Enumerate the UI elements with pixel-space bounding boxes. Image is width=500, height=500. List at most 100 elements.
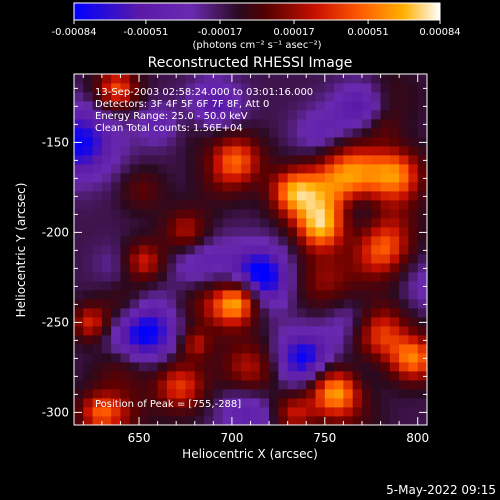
heatmap-cell bbox=[389, 308, 400, 318]
heatmap-cell bbox=[278, 209, 289, 219]
heatmap-cell bbox=[231, 398, 242, 408]
heatmap-cell bbox=[250, 335, 261, 345]
heatmap-cell bbox=[278, 398, 289, 408]
heatmap-cell bbox=[259, 371, 270, 381]
heatmap-cell bbox=[213, 191, 224, 201]
heatmap-cell bbox=[408, 245, 419, 255]
heatmap-cell bbox=[185, 281, 196, 291]
heatmap-cell bbox=[83, 155, 93, 165]
heatmap-cell bbox=[371, 164, 381, 174]
heatmap-cell bbox=[380, 83, 391, 93]
heatmap-cell bbox=[74, 191, 84, 201]
heatmap-cell bbox=[213, 308, 224, 318]
heatmap-cell bbox=[74, 362, 84, 372]
heatmap-cell bbox=[148, 353, 159, 363]
heatmap-cell bbox=[306, 83, 316, 93]
heatmap-cell bbox=[315, 119, 326, 129]
heatmap-cell bbox=[83, 389, 93, 399]
heatmap-cell bbox=[380, 272, 391, 282]
heatmap-cell bbox=[315, 227, 326, 237]
heatmap-cell bbox=[101, 200, 112, 210]
heatmap-cell bbox=[148, 371, 159, 381]
heatmap-cell bbox=[139, 281, 149, 291]
heatmap-cell bbox=[194, 92, 205, 102]
heatmap-cell bbox=[157, 173, 168, 183]
heatmap-cell bbox=[417, 344, 428, 354]
heatmap-cell bbox=[166, 173, 177, 183]
heatmap-cell bbox=[324, 146, 335, 156]
heatmap-cell bbox=[129, 344, 140, 354]
heatmap-cell bbox=[269, 272, 279, 282]
heatmap-cell bbox=[222, 362, 233, 372]
heatmap-cell bbox=[306, 128, 316, 138]
heatmap-cell bbox=[287, 236, 298, 246]
heatmap-cell bbox=[259, 83, 270, 93]
heatmap-cell bbox=[380, 173, 391, 183]
heatmap-cell bbox=[417, 272, 428, 282]
heatmap-cell bbox=[120, 191, 131, 201]
heatmap-cell bbox=[101, 398, 112, 408]
heatmap-cell bbox=[92, 308, 103, 318]
heatmap-cell bbox=[417, 218, 428, 228]
heatmap-cell bbox=[101, 164, 112, 174]
heatmap-cell bbox=[83, 281, 93, 291]
heatmap-cell bbox=[157, 119, 168, 129]
heatmap-cell bbox=[194, 110, 205, 120]
heatmap-cell bbox=[315, 263, 326, 273]
heatmap-cell bbox=[92, 182, 103, 192]
heatmap-cell bbox=[129, 299, 140, 309]
heatmap-cell bbox=[185, 218, 196, 228]
heatmap-cell bbox=[287, 254, 298, 264]
heatmap-cell bbox=[250, 236, 261, 246]
heatmap-cell bbox=[417, 299, 428, 309]
heatmap-cell bbox=[129, 200, 140, 210]
heatmap-cell bbox=[287, 191, 298, 201]
heatmap-cell bbox=[176, 308, 186, 318]
heatmap-cell bbox=[417, 92, 428, 102]
heatmap-cell bbox=[334, 128, 344, 138]
heatmap-cell bbox=[139, 335, 149, 345]
heatmap-cell bbox=[315, 371, 326, 381]
heatmap-cell bbox=[306, 110, 316, 120]
heatmap-cell bbox=[101, 137, 112, 147]
heatmap-cell bbox=[296, 146, 307, 156]
heatmap-cell bbox=[111, 362, 121, 372]
heatmap-cell bbox=[259, 164, 270, 174]
heatmap-cell bbox=[157, 407, 168, 417]
heatmap-cell bbox=[120, 74, 131, 84]
heatmap-cell bbox=[315, 362, 326, 372]
heatmap-cell bbox=[92, 236, 103, 246]
heatmap-cell bbox=[74, 227, 84, 237]
heatmap-cell bbox=[194, 380, 205, 390]
heatmap-cell bbox=[139, 308, 149, 318]
heatmap-cell bbox=[389, 272, 400, 282]
heatmap-cell bbox=[241, 164, 251, 174]
heatmap-cell bbox=[231, 407, 242, 417]
heatmap-cell bbox=[185, 263, 196, 273]
heatmap-cell bbox=[101, 263, 112, 273]
heatmap-cell bbox=[83, 380, 93, 390]
heatmap-cell bbox=[222, 101, 233, 111]
heatmap-cell bbox=[148, 227, 159, 237]
heatmap-cell bbox=[185, 254, 196, 264]
heatmap-cell bbox=[343, 137, 354, 147]
heatmap-cell bbox=[352, 191, 363, 201]
heatmap-cell bbox=[148, 335, 159, 345]
heatmap-cell bbox=[371, 74, 381, 84]
heatmap-cell bbox=[120, 155, 131, 165]
heatmap-cell bbox=[324, 416, 335, 426]
heatmap-cell bbox=[83, 110, 93, 120]
heatmap-cell bbox=[287, 74, 298, 84]
heatmap-cell bbox=[194, 389, 205, 399]
heatmap-cell bbox=[83, 407, 93, 417]
heatmap-cell bbox=[83, 209, 93, 219]
heatmap-cell bbox=[148, 416, 159, 426]
heatmap-cell bbox=[334, 92, 344, 102]
heatmap-cell bbox=[231, 119, 242, 129]
heatmap-cell bbox=[148, 164, 159, 174]
heatmap-cell bbox=[241, 380, 251, 390]
heatmap-cell bbox=[399, 281, 409, 291]
heatmap-cell bbox=[399, 164, 409, 174]
heatmap-cell bbox=[417, 317, 428, 327]
